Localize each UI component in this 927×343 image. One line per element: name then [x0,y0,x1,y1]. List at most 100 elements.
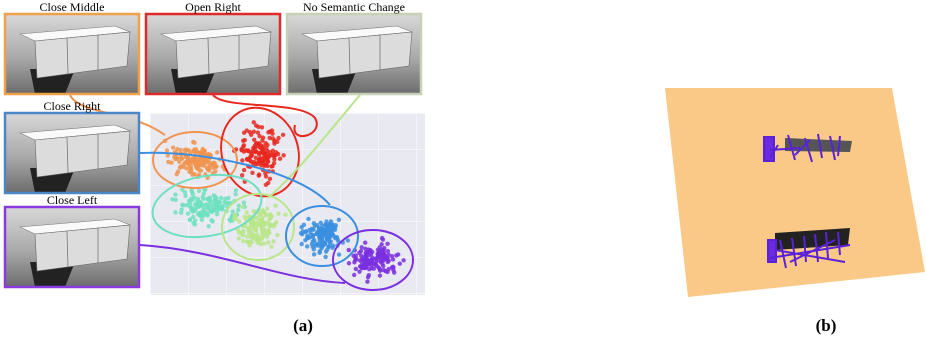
point [365,279,369,283]
point [249,151,253,155]
point [261,208,265,212]
thumbnail: Close Middle [5,0,139,94]
point [281,133,285,137]
thumbnail: Close Right [5,99,139,193]
point [382,268,386,272]
point [188,218,192,222]
point [278,157,282,161]
point [272,161,276,165]
point [219,196,223,200]
point [352,273,356,277]
point [199,210,203,214]
point [207,203,211,207]
point [275,233,279,237]
point [248,130,252,134]
point [197,189,201,193]
point [299,242,303,246]
point [305,244,309,248]
point [242,168,246,172]
view-label: Close Left [47,193,98,207]
point [273,203,277,207]
point [353,258,357,262]
point [354,267,358,271]
point [253,149,257,153]
point [191,215,195,219]
point [314,241,318,245]
point [179,156,183,160]
point [214,196,218,200]
point [252,120,256,124]
point [264,141,268,145]
point [391,265,395,269]
point [194,165,198,169]
point [245,240,249,244]
point [266,181,270,185]
point [199,168,203,172]
point [305,234,309,238]
point [254,156,258,160]
thumbnail: No Semantic Change [287,0,421,94]
point [247,228,251,232]
point [262,164,266,168]
point [173,157,177,161]
point [359,257,363,261]
point [249,159,253,163]
point [306,217,310,221]
point [245,210,249,214]
point [243,138,247,142]
point [346,238,350,242]
point [224,201,228,205]
point [216,200,220,204]
point [362,263,366,267]
point [312,247,316,251]
point [215,150,219,154]
point [271,149,275,153]
point [335,237,339,241]
point [193,218,197,222]
point [325,237,329,241]
point [202,191,206,195]
point [237,236,241,240]
point [183,194,187,198]
point [254,144,258,148]
point [241,229,245,233]
point [380,247,384,251]
point [237,219,241,223]
point [193,160,197,164]
point [170,197,174,201]
view-label: Close Middle [40,0,105,14]
point [259,150,263,154]
point [312,252,316,256]
point [191,149,195,153]
view-label: No Semantic Change [303,0,405,14]
point [380,236,384,240]
point [183,148,187,152]
point [386,249,390,253]
point [360,245,364,249]
point [322,229,326,233]
point [215,212,219,216]
point [189,167,193,171]
point [242,200,246,204]
point [319,233,323,237]
point [184,166,188,170]
point [347,261,351,265]
point [266,240,270,244]
point [378,273,382,277]
point [232,216,236,220]
point [243,215,247,219]
point [275,140,279,144]
point [250,171,254,175]
point [385,242,389,246]
point [219,204,223,208]
thumbnail: Open Right [146,0,280,94]
panel-b-render [665,88,925,297]
point [257,237,261,241]
point [320,224,324,228]
point [263,221,267,225]
point [401,258,405,262]
point [173,210,177,214]
point [376,255,380,259]
point [382,255,386,259]
point [311,227,315,231]
